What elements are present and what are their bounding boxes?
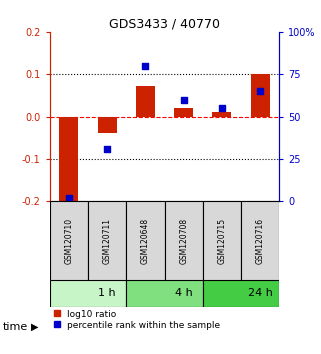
Bar bbox=[59, 116, 78, 205]
Text: GSM120715: GSM120715 bbox=[217, 217, 226, 264]
Bar bbox=[126, 280, 203, 307]
Bar bbox=[241, 201, 279, 280]
Bar bbox=[164, 201, 203, 280]
Text: ▶: ▶ bbox=[31, 322, 39, 332]
Text: 4 h: 4 h bbox=[175, 289, 193, 298]
Point bbox=[257, 88, 263, 94]
Text: GSM120711: GSM120711 bbox=[103, 218, 112, 263]
Bar bbox=[203, 280, 279, 307]
Bar bbox=[174, 108, 193, 116]
Title: GDS3433 / 40770: GDS3433 / 40770 bbox=[109, 18, 220, 31]
Text: 1 h: 1 h bbox=[98, 289, 116, 298]
Bar bbox=[98, 116, 117, 133]
Point bbox=[143, 63, 148, 69]
Point bbox=[66, 195, 72, 201]
Legend: log10 ratio, percentile rank within the sample: log10 ratio, percentile rank within the … bbox=[54, 310, 220, 330]
Text: 24 h: 24 h bbox=[248, 289, 273, 298]
Bar bbox=[212, 112, 231, 116]
Text: GSM120716: GSM120716 bbox=[256, 217, 265, 264]
Bar bbox=[50, 201, 88, 280]
Bar bbox=[203, 201, 241, 280]
Bar bbox=[50, 280, 126, 307]
Bar bbox=[126, 201, 164, 280]
Text: GSM120710: GSM120710 bbox=[65, 217, 74, 264]
Bar bbox=[251, 74, 270, 116]
Text: GSM120708: GSM120708 bbox=[179, 217, 188, 264]
Text: GSM120648: GSM120648 bbox=[141, 217, 150, 264]
Point bbox=[181, 97, 186, 102]
Bar bbox=[136, 86, 155, 116]
Point bbox=[105, 146, 110, 152]
Point bbox=[219, 105, 224, 111]
Text: time: time bbox=[3, 322, 29, 332]
Bar bbox=[88, 201, 126, 280]
